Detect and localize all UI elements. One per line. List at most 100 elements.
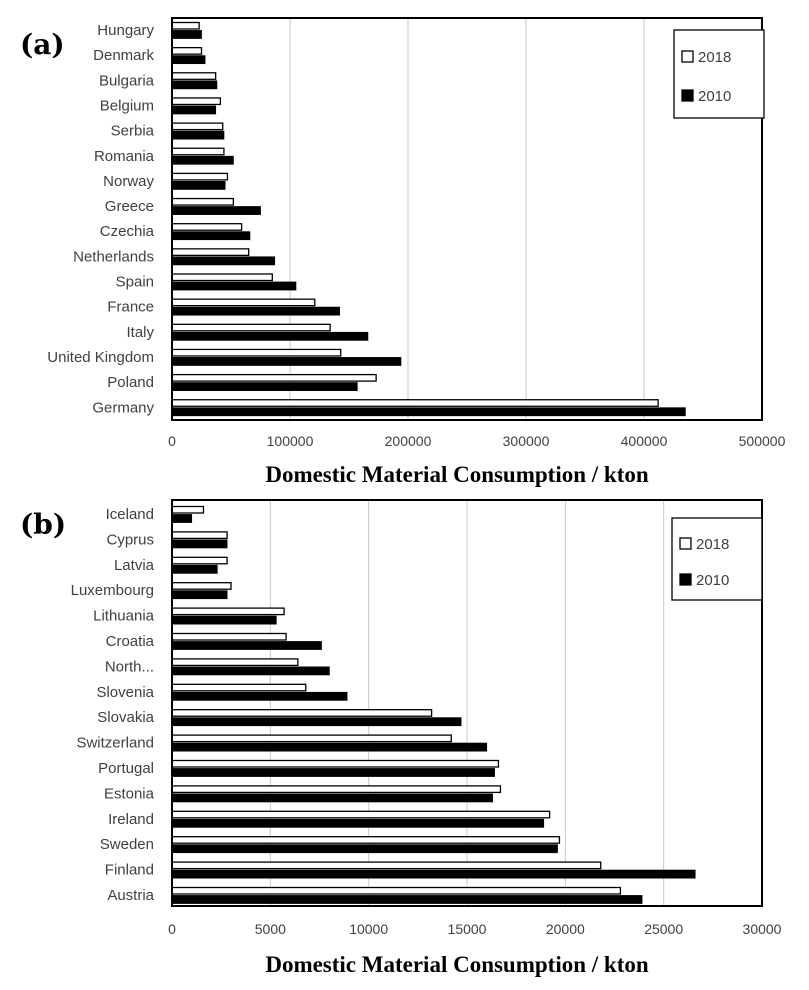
chart-panel-a: Hungary Denmark Bulgaria Belgium Serbia Roman… xyxy=(20,17,786,487)
bar-2010-spain xyxy=(171,281,297,291)
panel-label: (a) xyxy=(20,28,65,61)
bar-2018-belgium xyxy=(171,97,222,106)
bar-2018-slovenia xyxy=(171,683,307,692)
category-label: Slovakia xyxy=(97,709,154,726)
legend-swatch-2018 xyxy=(679,537,692,550)
x-axis-label: Domestic Material Consumption / kton xyxy=(265,462,649,487)
x-tick-label: 10000 xyxy=(349,921,388,937)
bar-2010-luxembourg xyxy=(171,590,228,600)
bar-2010-portugal xyxy=(171,768,495,777)
bar-2010-iceland xyxy=(171,514,193,523)
bar-2010-slovakia xyxy=(171,717,462,727)
category-label: Greece xyxy=(105,198,154,215)
category-label: Austria xyxy=(107,887,154,904)
bar-2018-sweden xyxy=(171,836,561,844)
bar-2018-france xyxy=(171,298,316,307)
category-label: Iceland xyxy=(106,506,154,523)
category-label: Latvia xyxy=(114,557,155,574)
bar-2018-iceland xyxy=(171,505,205,514)
x-tick-label: 100000 xyxy=(267,433,314,449)
bar-2018-bulgaria xyxy=(171,72,217,80)
legend-label-2018: 2018 xyxy=(696,536,729,553)
bar-2010-italy xyxy=(171,331,369,341)
category-label: Serbia xyxy=(111,123,155,140)
category-label: Switzerland xyxy=(76,735,154,752)
bar-2010-romania xyxy=(171,155,234,165)
bar-2018-greece xyxy=(171,197,235,206)
legend-swatch-2010 xyxy=(681,89,694,102)
bar-2010-switzerland xyxy=(171,742,488,752)
category-label: Poland xyxy=(107,374,154,391)
category-label: Hungary xyxy=(97,22,154,39)
bar-2018-ireland xyxy=(171,810,551,819)
category-label: Croatia xyxy=(106,633,155,650)
bar-2018-hungary xyxy=(171,21,200,30)
legend-label-2010: 2010 xyxy=(698,88,731,105)
plot-area-border xyxy=(171,17,763,421)
category-label: Lithuania xyxy=(93,608,155,625)
legend-swatch-2010 xyxy=(679,573,692,586)
bar-2010-finland xyxy=(171,869,696,879)
bar-2010-czechia xyxy=(171,231,251,241)
x-tick-label: 0 xyxy=(168,921,176,937)
bar-2010-croatia xyxy=(171,641,322,650)
bar-2010-netherlands xyxy=(171,256,276,266)
bar-2018-serbia xyxy=(171,122,224,131)
category-label: Portugal xyxy=(98,760,154,777)
bar-2018-portugal xyxy=(171,759,500,768)
bar-2010-ireland xyxy=(171,818,545,828)
category-label: Czechia xyxy=(100,223,155,240)
category-label: Estonia xyxy=(104,785,155,802)
bar-2018-luxembourg xyxy=(171,582,232,590)
bar-2010-slovenia xyxy=(171,691,348,701)
bar-2018-austria xyxy=(171,886,622,895)
category-label: United Kingdom xyxy=(47,349,154,366)
bar-2018-denmark xyxy=(171,47,203,55)
x-tick-label: 500000 xyxy=(739,433,786,449)
bar-2010-norway xyxy=(171,180,226,190)
chart-panel-b: Iceland Cyprus Latvia Luxembourg Lithuania Cr… xyxy=(20,499,782,977)
x-axis-label: Domestic Material Consumption / kton xyxy=(265,952,649,977)
category-label: Germany xyxy=(92,399,154,416)
bar-2010-germany xyxy=(171,407,686,417)
x-tick-label: 20000 xyxy=(546,921,585,937)
legend-box xyxy=(671,517,763,601)
category-label: North... xyxy=(105,658,154,675)
bar-2010-denmark xyxy=(171,55,206,65)
bar-2018-united-kingdom xyxy=(171,348,342,357)
category-label: Belgium xyxy=(100,97,154,114)
bar-2010-hungary xyxy=(171,30,202,39)
bar-2018-lithuania xyxy=(171,607,285,616)
x-tick-label: 200000 xyxy=(385,433,432,449)
legend: 2018 2010 xyxy=(673,29,765,119)
bar-2010-latvia xyxy=(171,564,218,574)
x-tick-label: 0 xyxy=(168,433,176,449)
bar-2018-poland xyxy=(171,373,377,382)
bar-2010-cyprus xyxy=(171,539,228,549)
category-label: Finland xyxy=(105,862,154,879)
bar-2018-romania xyxy=(171,147,225,156)
bar-2018-cyprus xyxy=(171,531,228,540)
category-label: Norway xyxy=(103,173,154,190)
bar-2018-latvia xyxy=(171,556,228,565)
category-label: Sweden xyxy=(100,836,154,853)
bar-2018-germany xyxy=(171,399,659,407)
bar-2010-estonia xyxy=(171,793,493,803)
bar-2018-czechia xyxy=(171,223,243,231)
legend-box xyxy=(673,29,765,119)
bar-2010-poland xyxy=(171,382,358,392)
bar-2018-spain xyxy=(171,273,273,282)
legend-label-2018: 2018 xyxy=(698,49,731,66)
bar-2010-north- xyxy=(171,666,330,676)
x-tick-label: 400000 xyxy=(621,433,668,449)
x-tick-label: 30000 xyxy=(743,921,782,937)
plot-area-border xyxy=(171,499,763,907)
x-tick-label: 25000 xyxy=(644,921,683,937)
bar-2018-slovakia xyxy=(171,709,433,717)
panel-label: (b) xyxy=(20,508,66,541)
bar-2010-sweden xyxy=(171,844,558,854)
bar-2010-united-kingdom xyxy=(171,357,402,366)
category-label: Denmark xyxy=(93,47,154,64)
bar-2010-serbia xyxy=(171,130,225,140)
